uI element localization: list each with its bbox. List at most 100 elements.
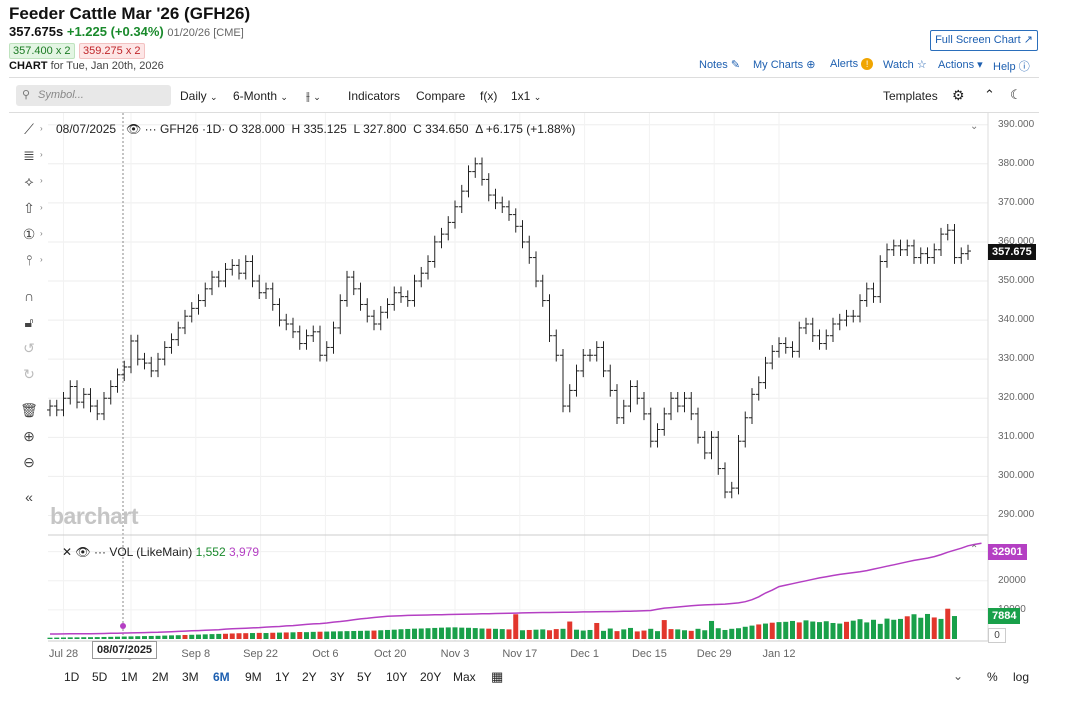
period-button-2y[interactable]: 2Y <box>302 670 317 684</box>
time-tick-label: Nov 3 <box>440 648 470 660</box>
watch-link[interactable]: Watch ☆ <box>883 58 927 71</box>
volume-bar <box>202 634 208 639</box>
price-bar <box>148 356 155 378</box>
volume-bar <box>229 633 235 639</box>
annotation-tool-icon[interactable]: ① <box>22 226 36 242</box>
price-tick-label: 360.000 <box>998 235 1035 247</box>
interval-dropdown[interactable]: Daily ⌄ <box>180 89 218 103</box>
alert-icon: ! <box>861 58 874 70</box>
price-bar <box>384 298 391 319</box>
period-button-1d[interactable]: 1D <box>64 670 80 684</box>
compare-button[interactable]: Compare <box>416 89 466 103</box>
zoom-in-icon[interactable]: ⊕ <box>23 428 35 444</box>
volume-tag: 7884 <box>988 608 1021 624</box>
volume-bar <box>682 630 687 639</box>
measure-tool-icon[interactable]: ⫯ <box>25 252 33 268</box>
bar-type-dropdown[interactable]: ⫲ ⌄ <box>306 89 321 104</box>
price-bar <box>803 317 809 335</box>
period-button-1y[interactable]: 1Y <box>275 670 290 684</box>
undo-icon[interactable]: ↺ <box>23 340 35 356</box>
collapse-toolbar-icon[interactable]: « <box>25 489 33 505</box>
actions-menu[interactable]: Actions ▾ <box>938 58 983 71</box>
chevron-right-icon[interactable]: › <box>40 229 43 238</box>
volume-bar <box>864 622 870 639</box>
log-toggle[interactable]: log <box>1013 670 1030 684</box>
chevron-right-icon[interactable]: › <box>40 176 43 185</box>
chevron-right-icon[interactable]: › <box>40 203 43 212</box>
volume-bar <box>209 634 215 639</box>
trendline-tool-icon[interactable]: ⟋ <box>24 121 34 137</box>
price-bar <box>202 282 209 307</box>
eye-icon[interactable]: 👁︎ <box>126 122 142 136</box>
percent-toggle[interactable]: % <box>987 670 998 684</box>
indicators-button[interactable]: Indicators <box>348 89 401 103</box>
period-button-max[interactable]: Max <box>453 670 476 684</box>
help-link[interactable]: Help ⓘ <box>993 58 1030 74</box>
volume-bar <box>938 618 944 639</box>
period-button-10y[interactable]: 10Y <box>386 670 408 684</box>
collapse-up-icon[interactable]: ⌃ <box>984 87 995 102</box>
double-chevron-down-icon[interactable]: ⌄ <box>953 669 964 683</box>
notes-label: Notes <box>699 59 728 71</box>
alerts-link[interactable]: Alerts ! <box>830 58 874 70</box>
chevron-down-icon[interactable]: ⌄ <box>970 121 979 132</box>
volume-bar <box>520 630 525 639</box>
volume-bar <box>648 628 654 639</box>
more-icon[interactable]: ··· <box>144 122 157 136</box>
chevron-right-icon[interactable]: › <box>40 150 43 159</box>
volume-bar <box>533 629 539 639</box>
gear-icon[interactable]: ⚙ <box>952 87 965 103</box>
period-button-3y[interactable]: 3Y <box>330 670 345 684</box>
magnet-icon[interactable]: ∩ <box>23 288 35 304</box>
period-button-2m[interactable]: 2M <box>152 670 169 684</box>
chart-for-text: for Tue, Jan 20th, 2026 <box>50 60 164 72</box>
period-button-6m[interactable]: 6M <box>213 670 230 684</box>
chevron-up-icon[interactable]: ⌃ <box>970 544 979 555</box>
more-icon[interactable]: ··· <box>93 545 106 559</box>
volume-bar <box>547 630 552 639</box>
templates-button[interactable]: Templates <box>883 89 938 103</box>
calendar-icon[interactable]: ▦ <box>491 669 504 684</box>
symbol-search-input[interactable]: ⚲ Symbol... <box>16 85 171 106</box>
eye-icon[interactable]: 👁︎ <box>75 545 91 559</box>
period-button-5d[interactable]: 5D <box>92 670 108 684</box>
zoom-out-icon[interactable]: ⊖ <box>23 454 35 470</box>
price-bar <box>74 380 80 409</box>
my-charts-link[interactable]: My Charts ⊕ <box>753 58 815 71</box>
chevron-right-icon[interactable]: › <box>40 255 43 264</box>
dark-mode-icon[interactable]: ☾ <box>1010 87 1022 102</box>
trash-icon[interactable]: 🗑︎ <box>20 402 38 418</box>
arrow-tool-icon[interactable]: ⇧ <box>23 200 35 216</box>
lock-icon[interactable]: 🔓︎ <box>24 314 34 330</box>
price-bar <box>546 294 553 342</box>
volume-bar <box>81 637 87 639</box>
redo-icon[interactable]: ↻ <box>23 366 35 382</box>
close-icon[interactable]: ✕ <box>62 545 73 559</box>
period-button-20y[interactable]: 20Y <box>420 670 442 684</box>
chevron-right-icon[interactable]: › <box>40 124 43 133</box>
fx-button[interactable]: f(x) <box>480 89 498 103</box>
period-button-9m[interactable]: 9M <box>245 670 262 684</box>
fibonacci-tool-icon[interactable]: ≣ <box>23 147 35 163</box>
caret-down-icon: ▾ <box>977 59 983 71</box>
shapes-tool-icon[interactable]: ⟡ <box>24 173 34 189</box>
volume-bar <box>364 630 370 639</box>
notes-link[interactable]: Notes ✎ <box>699 58 740 71</box>
volume-bar <box>101 636 107 639</box>
alerts-label: Alerts <box>830 58 859 70</box>
close-value: 334.650 <box>425 122 469 136</box>
volume-bar <box>378 630 384 639</box>
layout-dropdown[interactable]: 1x1 ⌄ <box>511 89 541 103</box>
period-button-5y[interactable]: 5Y <box>357 670 372 684</box>
price-bar <box>215 270 222 288</box>
price-bar <box>958 247 965 264</box>
price-bar <box>674 391 681 413</box>
period-button-1m[interactable]: 1M <box>121 670 138 684</box>
volume-bar <box>54 637 60 639</box>
full-screen-chart-button[interactable]: Full Screen Chart ↗ <box>930 30 1038 51</box>
price-bar <box>897 239 904 257</box>
volume-bar <box>439 627 444 639</box>
period-button-3m[interactable]: 3M <box>182 670 199 684</box>
range-dropdown[interactable]: 6-Month ⌄ <box>233 89 288 103</box>
